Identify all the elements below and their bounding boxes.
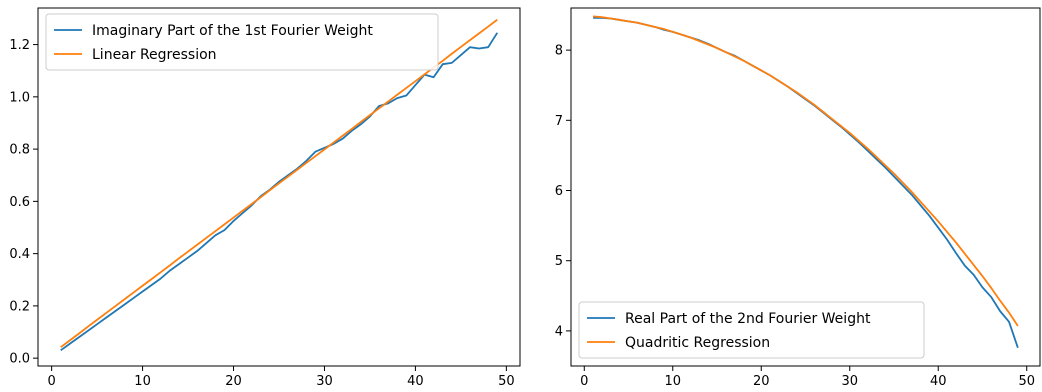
legend: Real Part of the 2nd Fourier Weight Quadr…: [578, 301, 925, 359]
left-chart-panel: 0 10 20 30 40 50 0.0 0.2 0.4 0.6 0.8 1.0 1.2 Imaginar…: [9, 7, 521, 389]
y-tick-label: 0.8: [9, 143, 30, 158]
x-tick-label: 40: [930, 374, 947, 389]
y-tick-label: 6: [555, 184, 563, 199]
axes-frame: [37, 7, 521, 367]
plot-area: [593, 15, 1019, 349]
y-tick-label: 1.0: [9, 90, 30, 105]
x-tick-label: 50: [1018, 374, 1035, 389]
y-tick-label: 5: [555, 254, 563, 269]
y-tick-label: 4: [555, 324, 563, 339]
y-tick-label: 8: [555, 44, 563, 59]
series-line-measured: [60, 32, 499, 352]
legend-label: Imaginary Part of the 1st Fourier Weight: [92, 23, 373, 39]
series-line-regression: [60, 19, 498, 348]
x-tick-label: 20: [753, 374, 770, 389]
legend-label: Linear Regression: [92, 47, 217, 63]
y-tick-label: 1.2: [9, 38, 30, 53]
y-tick-label: 0.4: [9, 247, 30, 262]
x-tick-label: 0: [48, 374, 56, 389]
series-line-measured: [593, 16, 1019, 349]
x-tick-label: 10: [664, 374, 681, 389]
x-tick-label: 50: [498, 374, 515, 389]
x-tick-label: 10: [134, 374, 151, 389]
plot-area: [60, 19, 499, 352]
y-tick-label: 0.2: [9, 299, 30, 314]
y-tick-label: 7: [555, 114, 563, 129]
x-tick-label: 0: [580, 374, 588, 389]
x-tick-label: 40: [407, 374, 424, 389]
series-line-regression: [593, 15, 1019, 327]
y-tick-label: 0.0: [9, 352, 30, 367]
x-tick-label: 20: [225, 374, 242, 389]
y-tick-label: 0.6: [9, 195, 30, 210]
x-tick-label: 30: [841, 374, 858, 389]
x-tick-label: 30: [316, 374, 333, 389]
legend: Imaginary Part of the 1st Fourier Weight…: [45, 13, 439, 71]
axes-frame: [570, 7, 1041, 367]
legend-label: Real Part of the 2nd Fourier Weight: [625, 311, 871, 327]
legend-label: Quadritic Regression: [625, 335, 770, 351]
right-chart-panel: 0 10 20 30 40 50 4 5 6 7 8 Real Part of the 2nd Fou…: [555, 7, 1041, 389]
